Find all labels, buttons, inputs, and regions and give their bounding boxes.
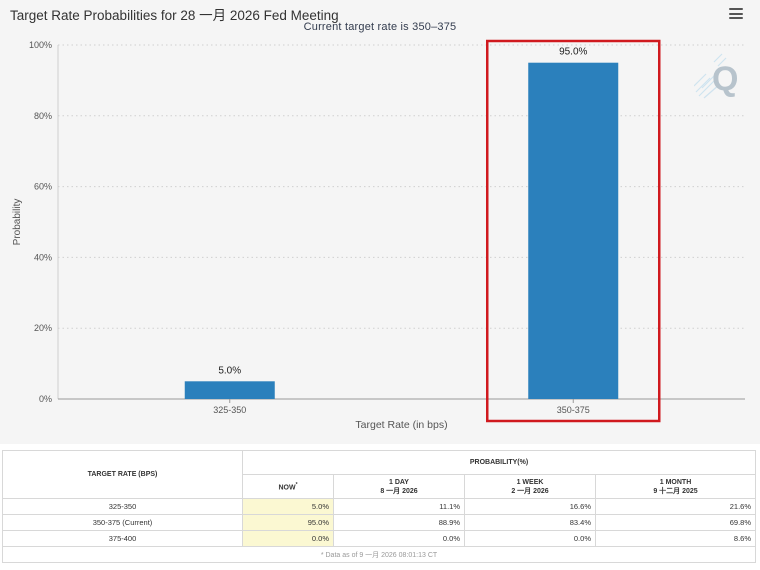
- now-cell: 95.0%: [242, 514, 334, 531]
- y-axis-title: Probability: [12, 199, 23, 246]
- day-cell: 11.1%: [333, 498, 465, 515]
- probability-header: PROBABILITY(%): [241, 450, 757, 475]
- y-tick-label: 100%: [29, 40, 52, 50]
- data-label: 5.0%: [218, 365, 241, 376]
- x-tick-label: 350-375: [557, 405, 590, 415]
- bar-chart: 0% 20% 40% 60% 80% 100% 5.0% 325-350 95.0% 350-37…: [12, 39, 745, 431]
- y-tick-label: 60%: [34, 182, 52, 192]
- col-header-1week: 1 WEEK 2 一月 2026: [464, 474, 596, 499]
- month-cell: 8.6%: [594, 530, 757, 547]
- week-cell: 0.0%: [464, 530, 596, 547]
- chart-title: Target Rate Probabilities for 28 一月 2026…: [10, 8, 339, 23]
- col-header-now: NOW*: [242, 474, 334, 499]
- y-tick-label: 40%: [34, 252, 52, 262]
- y-tick-label: 0%: [39, 394, 52, 404]
- rate-cell: 375-400: [2, 530, 243, 547]
- week-cell: 16.6%: [464, 498, 596, 515]
- week-cell: 83.4%: [464, 514, 596, 531]
- col-header-1month: 1 MONTH 9 十二月 2025: [594, 474, 757, 499]
- chart-subtitle: Current target rate is 350–375: [303, 21, 457, 33]
- highlight-box: [486, 39, 661, 423]
- col-header-1day: 1 DAY 8 一月 2026: [333, 474, 465, 499]
- x-axis-title: Target Rate (in bps): [355, 419, 447, 431]
- table-row: 375-400 0.0% 0.0% 0.0% 8.6%: [2, 530, 757, 547]
- now-cell: 5.0%: [242, 498, 334, 515]
- bar-325-350: [184, 381, 275, 399]
- svg-text:Q: Q: [712, 60, 738, 98]
- y-tick-label: 80%: [34, 111, 52, 121]
- x-tick-label: 325-350: [213, 405, 246, 415]
- rate-cell: 350-375 (Current): [2, 514, 243, 531]
- chart-panel: Target Rate Probabilities for 28 一月 2026…: [10, 8, 745, 431]
- day-cell: 0.0%: [333, 530, 465, 547]
- now-cell: 0.0%: [242, 530, 334, 547]
- probability-table: TARGET RATE (BPS) PROBABILITY(%) NOW* 1 …: [1, 450, 757, 563]
- rate-cell: 325-350: [2, 498, 243, 515]
- rate-column-header: TARGET RATE (BPS): [2, 450, 243, 499]
- bar-350-375: [528, 62, 619, 399]
- day-cell: 88.9%: [333, 514, 465, 531]
- quikstrike-logo-icon: Q: [694, 53, 738, 99]
- month-cell: 69.8%: [594, 514, 757, 531]
- data-label: 95.0%: [559, 47, 587, 58]
- table-row: 325-350 5.0% 11.1% 16.6% 21.6%: [2, 498, 757, 515]
- month-cell: 21.6%: [594, 498, 757, 515]
- data-timestamp-footnote: * Data as of 9 一月 2026 08:01:13 CT: [1, 546, 757, 563]
- table-row: 350-375 (Current) 95.0% 88.9% 83.4% 69.8…: [2, 514, 757, 531]
- y-tick-label: 20%: [34, 323, 52, 333]
- hamburger-menu-icon[interactable]: [729, 8, 743, 19]
